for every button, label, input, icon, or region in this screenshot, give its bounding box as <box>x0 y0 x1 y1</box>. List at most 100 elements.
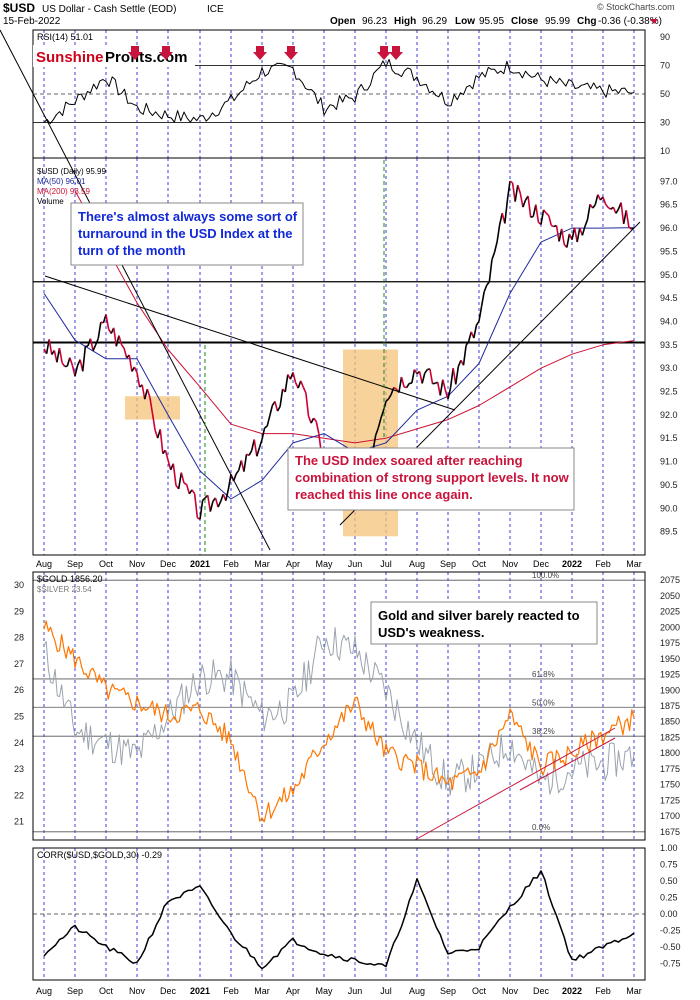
x-tick-label: Feb <box>223 986 239 996</box>
price-segment <box>452 368 457 385</box>
corr-legend: CORR($USD,$GOLD,30) -0.29 <box>37 850 162 860</box>
price-segment <box>405 383 410 388</box>
x-tick-label: Dec <box>160 559 177 569</box>
trend-line <box>44 275 456 411</box>
price-segment <box>128 354 133 372</box>
x-tick-label: Mar <box>254 559 270 569</box>
y-tick-label: 92.0 <box>660 410 678 420</box>
correlation-line <box>43 870 635 970</box>
x-tick-label: Feb <box>595 559 611 569</box>
price-segment <box>592 204 596 209</box>
price-segment <box>164 449 169 461</box>
y-tick-label: 94.5 <box>660 293 678 303</box>
panel-frames-layer <box>32 29 646 981</box>
price-segment <box>581 226 586 236</box>
x-tick-label: 2021 <box>190 986 210 996</box>
price-segment <box>302 386 307 394</box>
low-label: Low <box>455 16 475 27</box>
x-tick-label: Nov <box>129 559 146 569</box>
down-arrow-icon <box>159 46 173 60</box>
y-tick-label: 1875 <box>660 701 680 711</box>
gold-line <box>43 620 635 823</box>
price-segment <box>123 347 128 358</box>
price-segment <box>604 203 609 208</box>
y-tick-label: 30 <box>660 117 670 127</box>
y-tick-label: 93.0 <box>660 363 678 373</box>
price-segment <box>447 387 452 400</box>
panel-frame <box>32 157 646 556</box>
y-tick-label: 89.5 <box>660 527 678 537</box>
y-tick-label: 2050 <box>660 591 680 601</box>
price-segment <box>573 227 578 243</box>
price-segment <box>159 429 164 454</box>
y-tick-label: -0.25 <box>660 926 681 936</box>
price-segment <box>115 335 120 347</box>
price-segment <box>246 453 250 457</box>
y-tick-label: 23 <box>14 764 24 774</box>
price-segment <box>625 210 630 228</box>
y-tick-label: 1825 <box>660 732 680 742</box>
x-tick-label: Jul <box>380 559 392 569</box>
y-tick-label: 0.75 <box>660 860 678 870</box>
y-tick-label: 95.5 <box>660 246 678 256</box>
stockcharts-credit: © StockCharts.com <box>597 2 675 12</box>
price-segment <box>522 199 527 208</box>
y-tick-label: 94.0 <box>660 316 678 326</box>
support-note-box <box>287 447 575 511</box>
y-tick-label: 1750 <box>660 780 680 790</box>
price-segment <box>92 344 97 352</box>
price-segment <box>540 209 545 225</box>
y-tick-label: 50 <box>660 89 670 99</box>
y-tick-label: 28 <box>14 633 24 643</box>
y-tick-label: 95.0 <box>660 270 678 280</box>
x-tick-label: Sep <box>440 986 456 996</box>
price-segment <box>315 421 320 434</box>
x-tick-label: Oct <box>472 559 487 569</box>
price-segment <box>390 387 395 395</box>
price-segment <box>191 489 196 495</box>
price-segment <box>496 224 501 243</box>
price-segment <box>305 392 310 417</box>
price-segment <box>509 180 514 184</box>
price-segment <box>112 327 118 347</box>
price-segment <box>202 497 206 502</box>
price-segment <box>74 365 79 377</box>
price-segment <box>421 372 426 384</box>
price-segment <box>199 500 204 520</box>
x-tick-label: May <box>315 559 333 569</box>
x-tick-label: Nov <box>502 559 519 569</box>
price-segment <box>253 439 258 457</box>
metals-note: Gold and silver barely reacted to USD's w… <box>378 608 580 640</box>
x-tick-label: Dec <box>533 986 550 996</box>
price-segment <box>374 427 380 436</box>
x-tick-label: Sep <box>67 986 83 996</box>
x-tick-label: Nov <box>502 986 519 996</box>
price-segment <box>615 208 620 214</box>
fib-level-label: 100.0% <box>532 571 559 580</box>
y-tick-label: 10 <box>660 146 670 156</box>
price-segment <box>268 405 274 417</box>
y-tick-label: 22 <box>14 790 24 800</box>
price-segment <box>516 184 522 194</box>
y-tick-label: 1850 <box>660 717 680 727</box>
price-segment <box>58 347 63 363</box>
price-segment <box>71 365 76 377</box>
gold-trend-line <box>519 737 616 791</box>
usd-legend-entry: $USD (Daily) 95.99 <box>37 167 106 176</box>
down-arrow-icon <box>128 46 142 60</box>
x-tick-label: Dec <box>533 559 550 569</box>
usd-legend-entry: MA(200) 93.59 <box>37 187 90 196</box>
usd-legend-entry: Volume <box>37 197 64 206</box>
open-label: Open <box>330 16 356 27</box>
y-tick-label: 93.5 <box>660 340 678 350</box>
fib-level-label: 0.0% <box>532 823 550 832</box>
price-segment <box>180 472 185 484</box>
price-segment <box>403 386 407 389</box>
price-segment <box>217 501 222 508</box>
support-note: The USD Index soared after reaching combi… <box>295 453 570 502</box>
y-tick-label: 1975 <box>660 638 680 648</box>
x-tick-label: Dec <box>160 986 177 996</box>
price-segment <box>81 346 87 372</box>
price-segment <box>292 372 297 383</box>
